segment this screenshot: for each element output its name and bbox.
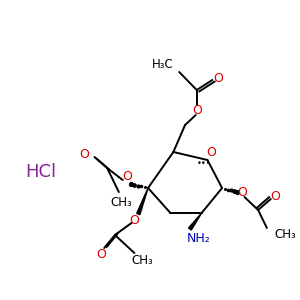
Text: O: O	[213, 73, 223, 85]
Text: O: O	[271, 190, 281, 202]
Text: CH₃: CH₃	[110, 196, 132, 208]
Text: HCl: HCl	[25, 163, 56, 181]
Text: H₃C: H₃C	[152, 58, 173, 71]
Text: O: O	[96, 248, 106, 262]
Text: CH₃: CH₃	[131, 254, 153, 266]
Text: O: O	[238, 185, 248, 199]
Text: O: O	[130, 214, 139, 227]
Text: O: O	[192, 103, 202, 116]
Text: CH₃: CH₃	[275, 227, 296, 241]
Polygon shape	[137, 188, 148, 214]
Text: •••: •••	[197, 158, 212, 167]
Text: O: O	[206, 146, 216, 158]
Text: O: O	[80, 148, 90, 161]
Text: O: O	[123, 170, 133, 184]
Text: NH₂: NH₂	[187, 232, 211, 244]
Polygon shape	[189, 213, 202, 230]
